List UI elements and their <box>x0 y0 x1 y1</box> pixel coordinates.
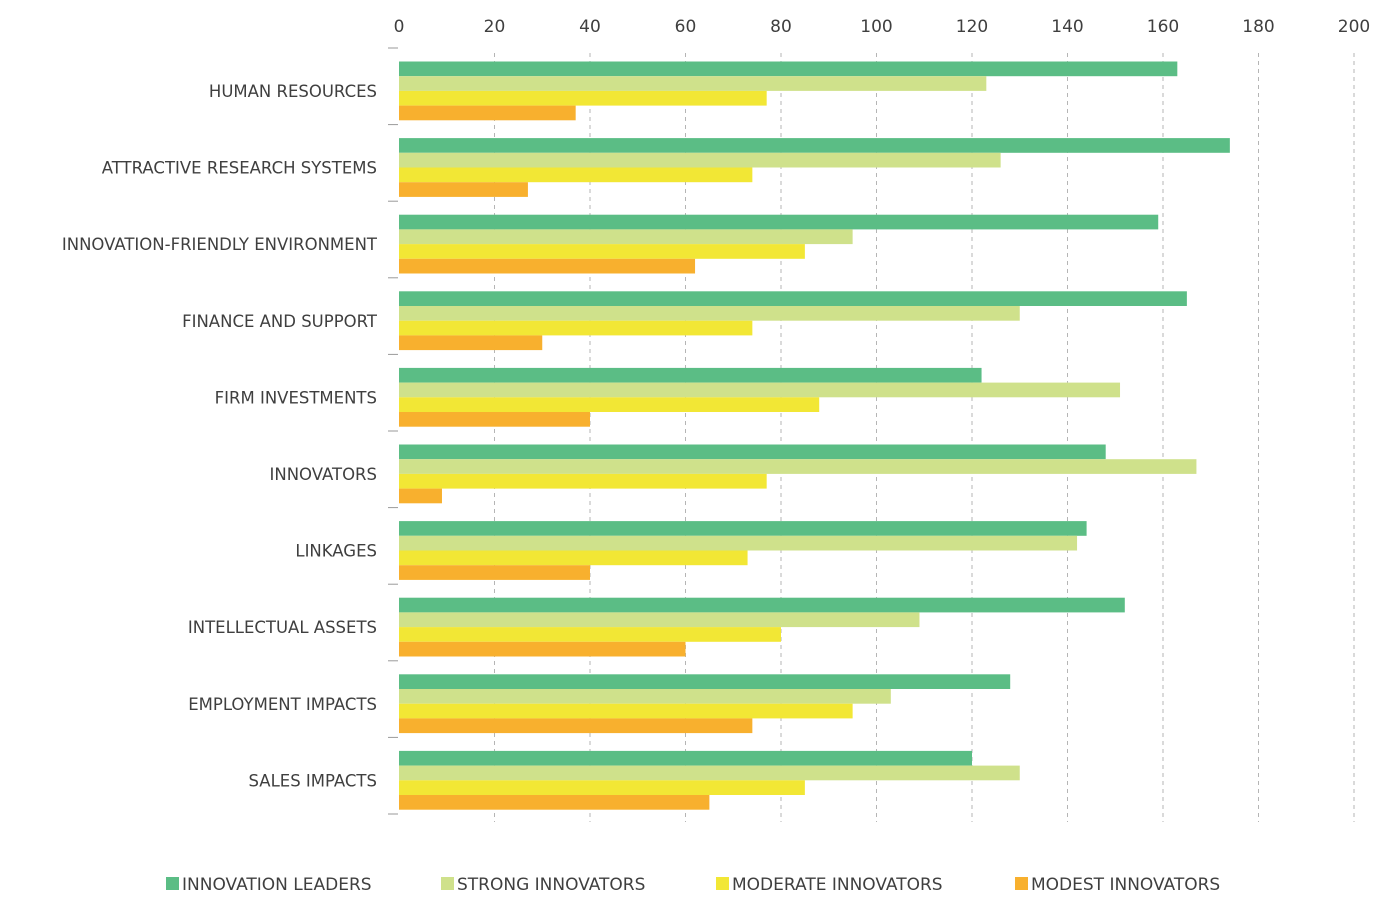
bar <box>399 412 590 427</box>
x-tick-label: 100 <box>860 17 892 37</box>
category-label: EMPLOYMENT IMPACTS <box>188 695 377 714</box>
bar <box>399 535 1078 551</box>
legend-label: INNOVATION LEADERS <box>182 875 372 895</box>
legend-label: MODERATE INNOVATORS <box>732 875 943 895</box>
bar <box>399 167 753 183</box>
legend-item: STRONG INNOVATORS <box>441 875 645 897</box>
legend-swatch <box>441 877 454 890</box>
bar <box>399 521 1087 536</box>
bar <box>399 382 1121 398</box>
legend-item: MODERATE INNOVATORS <box>716 875 943 897</box>
bar <box>399 291 1187 306</box>
bar <box>399 258 696 274</box>
bar <box>399 76 987 91</box>
category-label: HUMAN RESOURCES <box>209 82 377 101</box>
bar <box>399 795 710 810</box>
bar <box>399 182 528 197</box>
bar <box>399 214 1159 230</box>
bar <box>399 90 767 106</box>
x-tick-label: 160 <box>1147 17 1179 37</box>
x-tick-label: 140 <box>1051 17 1083 37</box>
category-label: INNOVATION-FRIENDLY ENVIRONMENT <box>62 235 378 254</box>
bar <box>399 641 686 657</box>
x-tick-label: 80 <box>770 17 792 37</box>
bar <box>399 674 1011 689</box>
bar <box>399 306 1020 321</box>
bar <box>399 765 1020 781</box>
legend-swatch <box>1015 877 1028 890</box>
x-tick-label: 120 <box>956 17 988 37</box>
bar <box>399 367 982 383</box>
chart: 0 20 40 60 80 100 120 140 160 180 200 HUMAN RESOUR… <box>62 17 1371 822</box>
legend-label: MODEST INNOVATORS <box>1031 875 1221 895</box>
bar <box>399 718 753 734</box>
bar <box>399 597 1125 613</box>
x-tick-label: 200 <box>1338 17 1370 37</box>
bar <box>399 780 805 795</box>
category-label: INTELLECTUAL ASSETS <box>188 618 377 637</box>
bar <box>399 444 1106 460</box>
value-axis-tick-labels: 0 20 40 60 80 100 120 140 160 180 200 <box>394 17 1371 37</box>
category-label: SALES IMPACTS <box>249 771 377 790</box>
bar <box>399 459 1197 474</box>
bar <box>399 229 853 245</box>
bar <box>399 105 576 121</box>
bar <box>399 565 590 580</box>
category-axis-ticks <box>388 47 398 815</box>
legend-item: MODEST INNOVATORS <box>1015 875 1220 897</box>
bar <box>399 335 543 351</box>
bar <box>399 397 820 412</box>
bar <box>399 61 1178 77</box>
bars <box>399 61 1230 810</box>
legend-label: STRONG INNOVATORS <box>457 875 646 895</box>
category-label: FIRM INVESTMENTS <box>215 388 377 407</box>
bar <box>399 612 920 628</box>
bar <box>399 689 891 704</box>
category-label: LINKAGES <box>295 542 377 561</box>
legend-item: INNOVATION LEADERS <box>166 875 372 897</box>
bar <box>399 320 753 336</box>
x-tick-label: 60 <box>675 17 697 37</box>
bar <box>399 703 853 719</box>
legend-swatch <box>166 877 179 890</box>
x-tick-label: 180 <box>1242 17 1274 37</box>
x-tick-label: 20 <box>484 17 506 37</box>
category-label: FINANCE AND SUPPORT <box>182 312 378 331</box>
bar <box>399 473 767 489</box>
bar <box>399 550 748 566</box>
category-labels: HUMAN RESOURCES ATTRACTIVE RESEARCH SYSTE… <box>62 82 378 790</box>
x-tick-label: 40 <box>579 17 601 37</box>
legend: INNOVATION LEADERS STRONG INNOVATORS MODER… <box>0 873 1376 896</box>
legend-swatch <box>716 877 729 890</box>
bar <box>399 152 1001 168</box>
x-tick-label: 0 <box>394 17 405 37</box>
category-label: ATTRACTIVE RESEARCH SYSTEMS <box>102 159 377 178</box>
bar <box>399 138 1230 153</box>
category-label: INNOVATORS <box>270 465 378 484</box>
bar <box>399 750 972 766</box>
bar <box>399 244 805 259</box>
bar <box>399 488 442 504</box>
bar <box>399 627 781 642</box>
